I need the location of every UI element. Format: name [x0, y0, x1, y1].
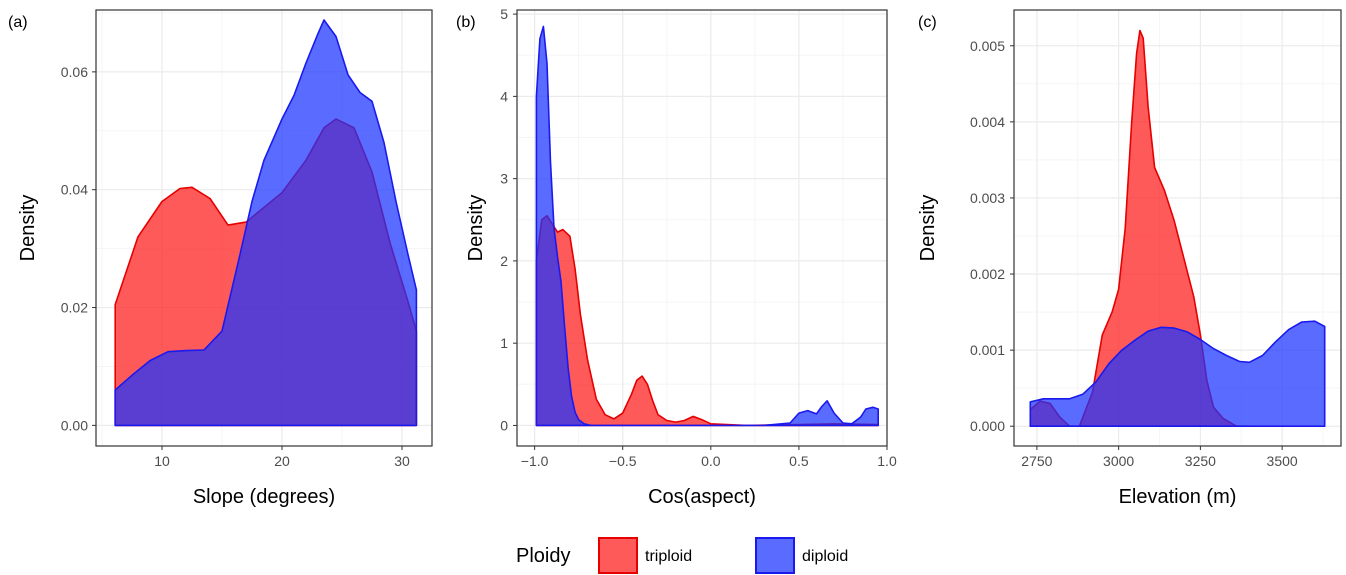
y-tick-label: 0.002	[970, 266, 1005, 282]
x-tick-label: 3500	[1267, 453, 1298, 469]
y-tick-label: 0.005	[970, 38, 1005, 54]
y-tick-label: 0.00	[61, 417, 88, 433]
y-tick-label: 3	[500, 171, 508, 187]
x-tick-label: −1.0	[521, 453, 549, 469]
x-axis-title: Elevation (m)	[1119, 486, 1237, 508]
legend-key-diploid	[755, 537, 795, 574]
x-tick-label: 30	[394, 453, 410, 469]
x-tick-label: 20	[274, 453, 290, 469]
x-tick-label: 0.5	[789, 453, 809, 469]
panel-b: −1.0 −0.5 0.0 0.5 1.0 0 1 2 3 4 5 Cos(aspect) Densit…	[456, 6, 897, 508]
panel-a: 10 20 30 0.00 0.02 0.04 0.06 Slope (degrees) Den…	[8, 9, 433, 508]
density-area-triploid	[535, 214, 879, 427]
x-axis-title: Cos(aspect)	[648, 486, 756, 508]
x-tick-label: 10	[154, 453, 170, 469]
x-tick-label: −0.5	[609, 453, 637, 469]
legend: Ploidy triploid diploid	[516, 537, 848, 574]
y-axis-title: Density	[917, 195, 939, 262]
y-axis-title: Density	[17, 195, 39, 262]
x-axis-title: Slope (degrees)	[193, 486, 335, 508]
panel-tag: (b)	[456, 14, 476, 31]
density-area-diploid	[535, 25, 879, 427]
legend-key-triploid	[598, 537, 638, 574]
x-tick-label: 3000	[1103, 453, 1134, 469]
y-tick-label: 4	[500, 88, 508, 104]
legend-label-diploid: diploid	[802, 548, 848, 565]
panel-c: 2750 3000 3250 3500 0.000 0.001 0.002 0.003 0.00…	[917, 9, 1342, 508]
panel-border	[1013, 9, 1342, 447]
y-axis-title: Density	[465, 195, 487, 262]
y-tick-label: 0.04	[61, 182, 88, 198]
y-tick-label: 0.02	[61, 300, 88, 316]
y-tick-label: 1	[500, 335, 508, 351]
panel-tag: (c)	[918, 14, 937, 31]
legend-title: Ploidy	[516, 545, 570, 567]
y-tick-label: 0.003	[970, 190, 1005, 206]
x-tick-label: 3250	[1185, 453, 1216, 469]
density-area-diploid	[1029, 320, 1326, 427]
x-tick-label: 1.0	[877, 453, 897, 469]
panel-tag: (a)	[8, 14, 28, 31]
y-tick-label: 0.001	[970, 342, 1005, 358]
y-tick-label: 0	[500, 417, 508, 433]
density-area-diploid	[114, 19, 418, 427]
legend-label-triploid: triploid	[645, 548, 692, 565]
panel-border	[516, 9, 888, 447]
x-tick-label: 2750	[1021, 453, 1052, 469]
y-tick-label: 2	[500, 253, 508, 269]
y-tick-label: 0.004	[970, 114, 1005, 130]
y-tick-label: 5	[500, 6, 508, 22]
panel-border	[95, 9, 433, 447]
y-tick-label: 0.000	[970, 418, 1005, 434]
x-tick-label: 0.0	[701, 453, 721, 469]
y-tick-label: 0.06	[61, 64, 88, 80]
